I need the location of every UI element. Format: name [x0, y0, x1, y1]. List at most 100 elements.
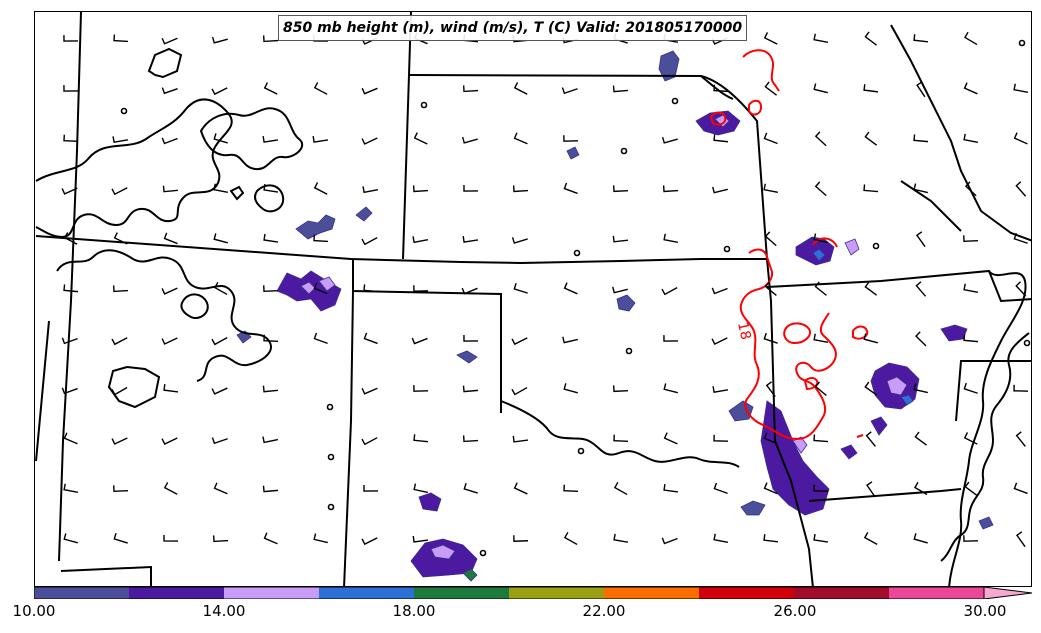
- map-canvas: 18: [35, 12, 1031, 586]
- wind-barb: [412, 535, 429, 543]
- wind-barb: [462, 236, 479, 243]
- wind-barb: [562, 336, 578, 344]
- colorbar-segment: [604, 587, 699, 599]
- colorbar-segment: [129, 587, 224, 599]
- wind-barb: [864, 381, 878, 396]
- wind-barb: [361, 537, 378, 546]
- wind-barb: [563, 182, 578, 195]
- colorbar-segment: [414, 587, 509, 599]
- wind-barb: [163, 232, 178, 245]
- wind-barb: [511, 237, 528, 244]
- wind-barb: [63, 483, 79, 493]
- wind-barb: [663, 432, 678, 445]
- wind-barb: [211, 387, 228, 395]
- wind-barb: [312, 136, 329, 143]
- map-title: 850 mb height (m), wind (m/s), T (C) Val…: [278, 15, 748, 41]
- wind-barb: [263, 334, 279, 342]
- wind-barb: [563, 282, 578, 295]
- wind-barb: [913, 481, 928, 496]
- wind-barb: [161, 287, 178, 295]
- wind-barb: [964, 31, 978, 46]
- wind-barb: [263, 532, 278, 545]
- wind-barb: [413, 132, 428, 145]
- wind-barb: [61, 187, 78, 195]
- wind-barb: [814, 281, 827, 296]
- wind-barb: [413, 434, 429, 443]
- wind-barb: [262, 136, 279, 143]
- wind-barb: [561, 87, 578, 95]
- wind-barb: [113, 533, 128, 544]
- wind-barb: [63, 284, 79, 293]
- wind-barb: [964, 481, 978, 496]
- wind-barb: [764, 281, 777, 296]
- wind-barb: [813, 434, 829, 443]
- wind-barb: [963, 535, 979, 542]
- wind-barb: [813, 83, 828, 94]
- wind-barb: [211, 87, 228, 96]
- wind-barb: [963, 382, 978, 394]
- wind-barb: [213, 183, 229, 194]
- colorbar-segment: [889, 587, 984, 599]
- wind-barb: [213, 133, 228, 144]
- wind-barb: [363, 485, 379, 492]
- wind-barb: [563, 383, 578, 394]
- wind-barb: [963, 133, 979, 143]
- wind-barb: [865, 431, 876, 447]
- wind-barb: [763, 32, 778, 45]
- wind-barb: [1015, 181, 1027, 197]
- wind-barb: [413, 285, 429, 292]
- wind-barb: [513, 535, 529, 542]
- wind-barb: [213, 281, 228, 296]
- wind-barb: [864, 31, 877, 46]
- colorbar-extend-arrow: [983, 587, 1033, 599]
- wind-barb: [612, 235, 629, 243]
- wind-barb: [212, 535, 229, 543]
- wind-barb: [863, 184, 879, 193]
- wind-barb: [512, 185, 529, 193]
- wind-barb: [313, 182, 328, 195]
- wind-barb: [61, 337, 78, 345]
- wind-barb: [313, 332, 328, 345]
- wind-barb: [814, 381, 827, 397]
- wind-barb: [361, 87, 378, 95]
- wind-barb: [462, 435, 479, 443]
- wind-barb: [162, 185, 179, 193]
- wind-barb: [913, 183, 928, 194]
- wind-barb: [711, 287, 728, 295]
- wind-barb: [462, 85, 479, 93]
- wind-barb: [963, 283, 979, 293]
- wind-barb: [63, 134, 79, 143]
- wind-barb: [613, 434, 629, 442]
- wind-barb: [563, 135, 579, 142]
- wind-barb: [613, 481, 628, 496]
- wind-barb: [262, 436, 278, 444]
- wind-barb: [1013, 384, 1029, 392]
- temperature-contours: [709, 49, 869, 441]
- wind-barb: [213, 482, 228, 495]
- wind-barb: [63, 533, 78, 544]
- wind-barb: [463, 482, 478, 494]
- wind-barb: [662, 185, 679, 193]
- wind-barb: [813, 533, 829, 543]
- wind-barb: [711, 337, 728, 346]
- wind-barb: [111, 187, 128, 196]
- wind-barbs: [61, 31, 1029, 548]
- wind-barb: [763, 482, 778, 495]
- colorbar-tick: 26.00: [773, 602, 817, 620]
- wind-barb: [1015, 531, 1026, 548]
- wind-barb: [712, 186, 728, 194]
- wind-barb: [111, 337, 128, 346]
- wind-barb: [411, 337, 428, 345]
- wind-barb: [263, 82, 278, 95]
- wind-barb: [613, 533, 629, 543]
- wind-barb: [112, 285, 129, 293]
- wind-barb: [163, 534, 179, 542]
- wind-barb: [1013, 482, 1028, 495]
- wind-barb: [764, 81, 777, 96]
- wind-barb: [413, 483, 428, 494]
- wind-barb: [613, 385, 629, 393]
- wind-barb: [113, 232, 128, 245]
- wind-barb: [916, 81, 926, 98]
- wind-barb: [913, 34, 929, 43]
- wind-barb: [511, 386, 528, 396]
